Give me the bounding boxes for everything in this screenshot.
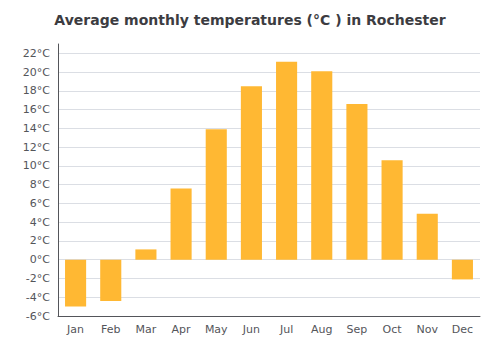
svg-text:8°C: 8°C (30, 178, 50, 191)
svg-text:Average monthly temperatures (: Average monthly temperatures (°C ) in Ro… (54, 12, 445, 28)
svg-text:4°C: 4°C (30, 216, 50, 229)
svg-text:Feb: Feb (101, 323, 120, 336)
svg-text:14°C: 14°C (23, 122, 50, 135)
svg-text:Oct: Oct (383, 323, 403, 336)
svg-text:Mar: Mar (136, 323, 157, 336)
svg-text:10°C: 10°C (23, 159, 50, 172)
svg-text:2°C: 2°C (30, 234, 50, 247)
svg-text:Apr: Apr (172, 323, 192, 336)
svg-text:-4°C: -4°C (26, 291, 50, 304)
svg-text:Aug: Aug (311, 323, 332, 336)
svg-text:-2°C: -2°C (26, 272, 50, 285)
svg-text:Sep: Sep (347, 323, 368, 336)
svg-text:Jan: Jan (66, 323, 84, 336)
svg-text:12°C: 12°C (23, 141, 50, 154)
svg-text:0°C: 0°C (30, 253, 50, 266)
svg-text:Jun: Jun (242, 323, 260, 336)
svg-text:May: May (205, 323, 228, 336)
svg-text:Dec: Dec (452, 323, 473, 336)
svg-text:22°C: 22°C (23, 47, 50, 60)
svg-text:Jul: Jul (279, 323, 293, 336)
svg-text:-6°C: -6°C (26, 310, 50, 323)
svg-text:6°C: 6°C (30, 197, 50, 210)
svg-text:16°C: 16°C (23, 103, 50, 116)
svg-text:20°C: 20°C (23, 66, 50, 79)
svg-text:Nov: Nov (417, 323, 439, 336)
svg-text:18°C: 18°C (23, 84, 50, 97)
